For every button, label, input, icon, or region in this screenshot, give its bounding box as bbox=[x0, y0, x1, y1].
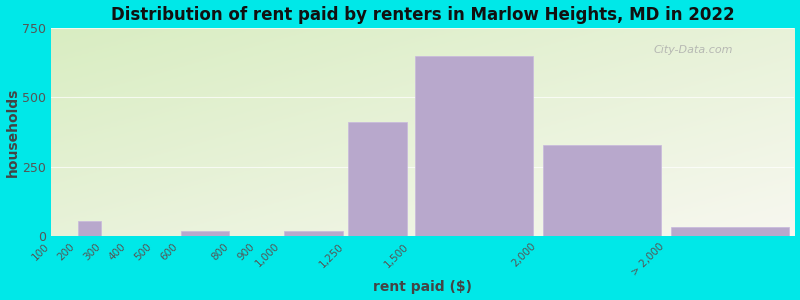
Bar bbox=[349, 122, 407, 236]
Title: Distribution of rent paid by renters in Marlow Heights, MD in 2022: Distribution of rent paid by renters in … bbox=[111, 6, 734, 24]
Y-axis label: households: households bbox=[6, 88, 19, 177]
X-axis label: rent paid ($): rent paid ($) bbox=[374, 280, 472, 294]
Bar bbox=[543, 145, 661, 236]
Bar bbox=[285, 231, 343, 236]
Bar bbox=[415, 56, 533, 236]
Bar bbox=[671, 227, 790, 236]
Bar bbox=[78, 221, 102, 236]
Text: City-Data.com: City-Data.com bbox=[654, 45, 733, 55]
Bar bbox=[182, 231, 229, 236]
